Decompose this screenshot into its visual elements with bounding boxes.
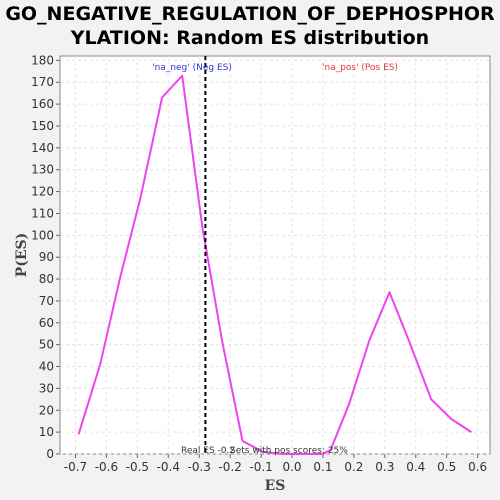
pos-es-label: 'na_pos' (Pos ES) [322,63,398,73]
x-tick-label: 0.2 [344,460,363,474]
x-tick-label: -0.7 [64,460,87,474]
y-tick-label: 110 [31,206,54,220]
y-tick-label: 60 [39,316,54,330]
y-axis-label: P(ES) [14,233,30,278]
y-tick-label: 40 [39,360,54,374]
y-tick-label: 20 [39,403,54,417]
neg-es-label: 'na_neg' (Neg ES) [152,63,232,73]
x-tick-label: -0.2 [218,460,241,474]
x-tick-label: 0.6 [468,460,487,474]
y-tick-label: 90 [39,250,54,264]
y-tick-label: 0 [46,447,54,461]
y-tick-label: 130 [31,163,54,177]
y-tick-label: 120 [31,185,54,199]
y-tick-label: 50 [39,338,54,352]
y-tick-label: 80 [39,272,54,286]
y-tick-label: 160 [31,97,54,111]
y-tick-label: 30 [39,381,54,395]
x-tick-label: 0.4 [406,460,425,474]
pos-scores-note: Sets with pos scores: 25% [230,446,348,456]
x-tick-label: 0.5 [437,460,456,474]
y-tick-label: 10 [39,425,54,439]
chart-title: GO_NEGATIVE_REGULATION_OF_DEPHOSPHOR YLA… [0,2,500,50]
axis-ticks: 0 10 20 30 40 50 60 70 80 90 100 110 120 130 140 150 160… [31,53,487,474]
y-tick-label: 70 [39,294,54,308]
x-tick-label: 0.1 [313,460,332,474]
es-distribution-line [77,74,472,455]
y-tick-label: 150 [31,119,54,133]
y-tick-label: 180 [31,53,54,67]
x-axis-label: ES [265,478,286,494]
chart-title-line1: GO_NEGATIVE_REGULATION_OF_DEPHOSPHOR [5,3,495,25]
x-tick-label: -0.3 [187,460,210,474]
x-tick-label: -0.5 [126,460,149,474]
series-layer [77,74,472,455]
real-es-note: Real ES -0.2 [181,446,235,456]
plot-area [59,55,491,455]
x-tick-label: -0.6 [95,460,118,474]
y-tick-label: 170 [31,75,54,89]
y-tick-label: 100 [31,228,54,242]
x-tick-label: 0.3 [375,460,394,474]
x-tick-label: 0.0 [282,460,301,474]
x-tick-label: -0.1 [249,460,272,474]
grid [60,56,490,455]
x-tick-label: -0.4 [157,460,180,474]
chart-title-line2: YLATION: Random ES distribution [70,27,430,49]
y-tick-label: 140 [31,141,54,155]
